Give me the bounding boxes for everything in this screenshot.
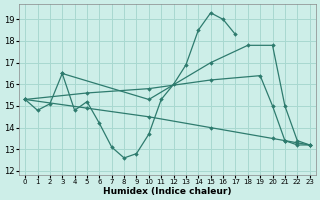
X-axis label: Humidex (Indice chaleur): Humidex (Indice chaleur)	[103, 187, 232, 196]
